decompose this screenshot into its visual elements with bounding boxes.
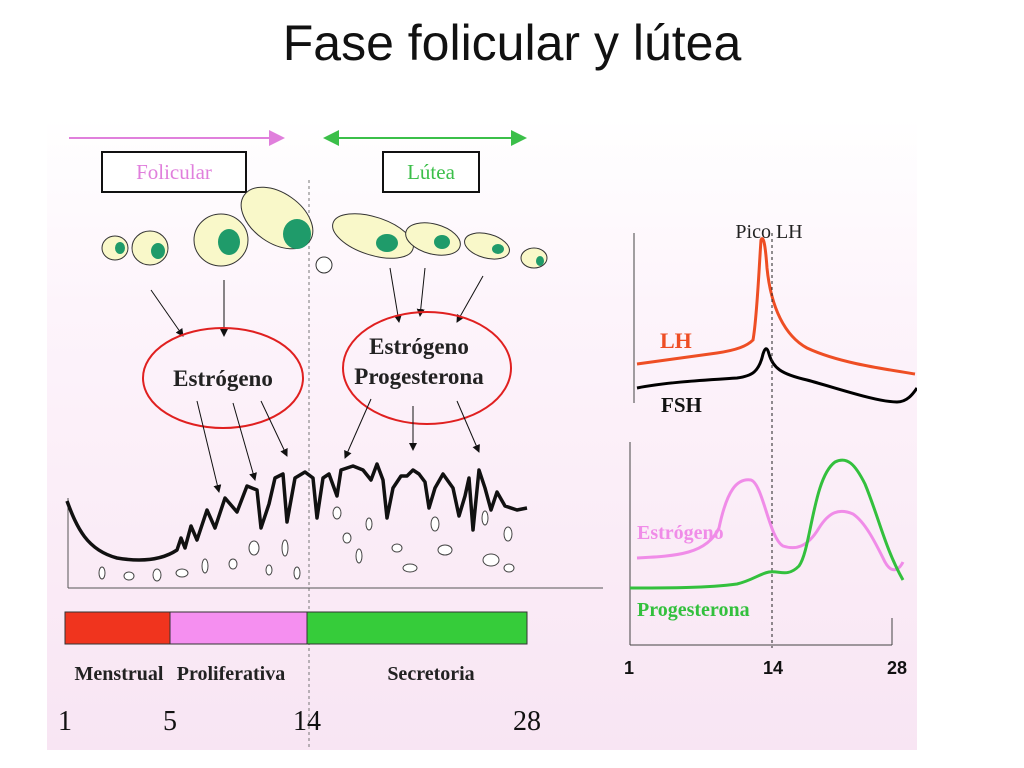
- phase-label-secretoria: Secretoria: [387, 663, 474, 685]
- hormone-axis-tick-28: 28: [887, 658, 907, 678]
- hormone-axis-tick-14: 14: [763, 658, 783, 678]
- folicular-label: Folicular: [136, 160, 212, 184]
- follicle-to-hormone-arrows: [150, 267, 484, 337]
- follicle-row: [101, 186, 548, 274]
- estrogeno-label-luteal: Estrógeno: [369, 334, 469, 359]
- folicular-box: [101, 151, 247, 193]
- progesterona-curve: [629, 458, 905, 590]
- phase-segment-proliferativa: [169, 611, 308, 645]
- estrogeno-label: Estrógeno: [173, 366, 273, 391]
- pico-lh-label: Pico LH: [735, 221, 802, 243]
- phase-segment-menstrual: [64, 611, 171, 645]
- estrogeno-chart-label: Estrógeno: [637, 522, 724, 544]
- estrogeno-circle: [142, 327, 304, 429]
- cycle-figure: Folicular Lútea Estrógeno Estrógeno Prog…: [47, 118, 917, 750]
- lutea-label: Lútea: [407, 160, 455, 184]
- slide-title: Fase folicular y lútea: [282, 15, 742, 71]
- hormone-to-endometrium-arrows: [196, 398, 480, 493]
- phase-segment-secretoria: [306, 611, 528, 645]
- fsh-curve: [636, 347, 917, 404]
- estrogeno-progesterona-circle: [342, 311, 512, 425]
- day-tick-14: 14: [293, 706, 321, 737]
- day-tick-28: 28: [513, 706, 541, 737]
- fsh-label: FSH: [661, 393, 702, 417]
- phase-label-menstrual: Menstrual: [75, 663, 164, 685]
- hormone-axis-tick-1: 1: [624, 658, 634, 678]
- lh-label: LH: [660, 328, 692, 353]
- lh-curve: [636, 237, 916, 376]
- lutea-box: [382, 151, 480, 193]
- endometrium-illustration: [65, 462, 603, 589]
- estrogeno-curve: [636, 478, 905, 572]
- gonadotropin-chart: Pico LH LH FSH: [633, 221, 917, 417]
- day-tick-1: 1: [58, 706, 72, 737]
- phase-bar: [64, 611, 528, 645]
- phase-label-proliferativa: Proliferativa: [177, 663, 285, 685]
- progesterona-chart-label: Progesterona: [637, 599, 750, 621]
- steroid-chart: Estrógeno Progesterona: [629, 233, 905, 648]
- day-tick-5: 5: [163, 706, 177, 737]
- progesterona-label-luteal: Progesterona: [354, 364, 484, 389]
